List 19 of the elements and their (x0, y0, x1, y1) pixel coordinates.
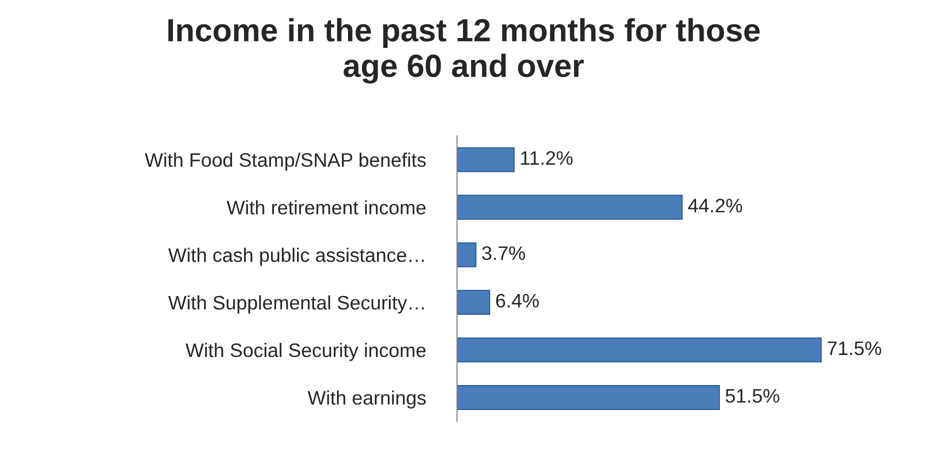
bar (457, 147, 515, 172)
bar (457, 242, 476, 268)
bar (457, 290, 490, 315)
y-tick-label: With cash public assistance… (168, 248, 424, 266)
data-label: 6.4% (496, 294, 539, 308)
data-label: 44.2% (688, 198, 742, 212)
bar (457, 194, 683, 220)
data-label: 71.5% (828, 341, 882, 356)
y-tick-label: With retirement income (226, 200, 426, 214)
data-label: 3.7% (482, 246, 526, 260)
bar (457, 337, 822, 362)
bar (457, 385, 720, 410)
y-tick-label: With Social Security income (186, 342, 426, 362)
y-tick-label: With Supplemental Security… (168, 295, 424, 314)
y-tick-label: With Food Stamp/SNAP benefits (144, 152, 426, 171)
data-label: 51.5% (726, 389, 780, 403)
chart-title: Income in the past 12 months for those age 60 and over (168, 18, 760, 84)
data-label: 11.2% (521, 151, 573, 165)
y-tick-label: With earnings (308, 390, 426, 409)
